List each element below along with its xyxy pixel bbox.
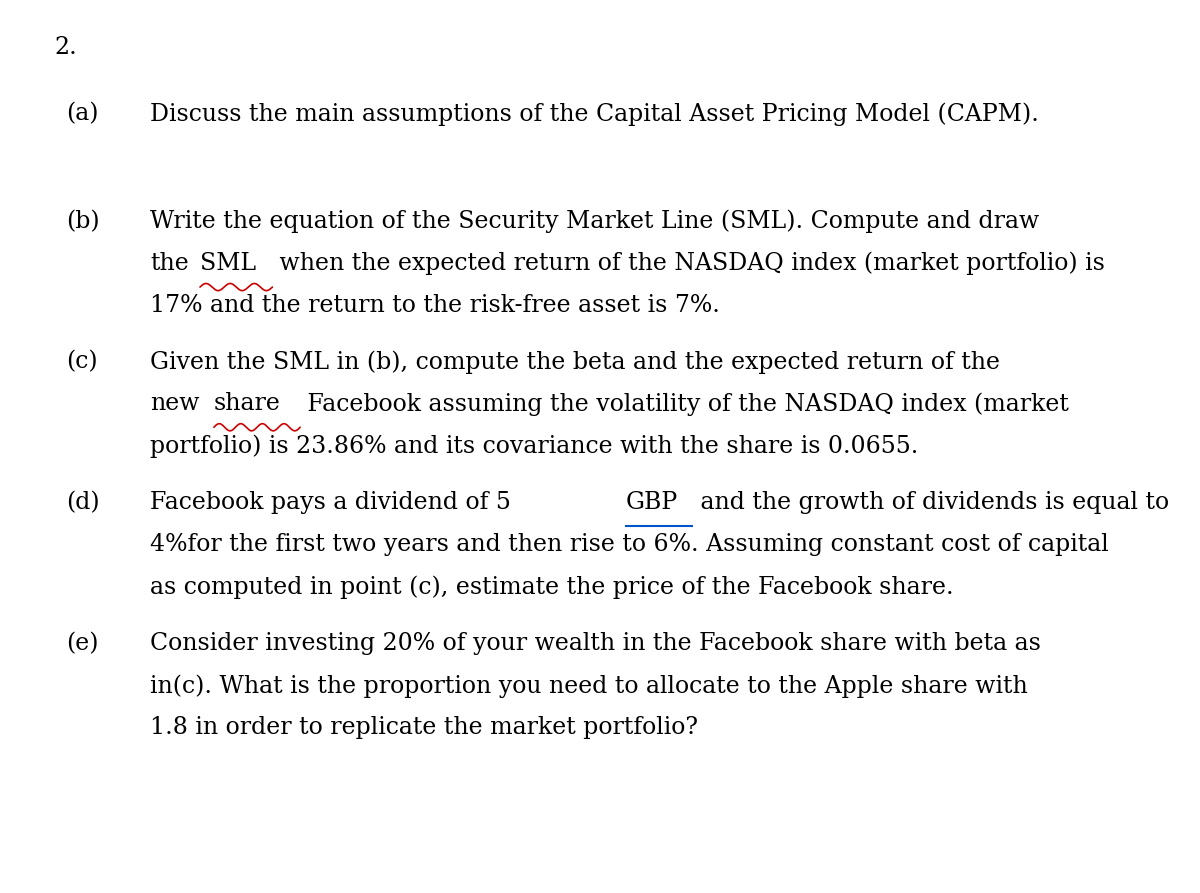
Text: the: the — [150, 252, 188, 275]
Text: in(c). What is the proportion you need to allocate to the Apple share with: in(c). What is the proportion you need t… — [150, 674, 1036, 697]
Text: Facebook pays a dividend of 5: Facebook pays a dividend of 5 — [150, 491, 518, 514]
Text: 17% and the return to the risk-free asset is 7%.: 17% and the return to the risk-free asse… — [150, 294, 720, 317]
Text: GBP: GBP — [625, 491, 678, 514]
Text: and the growth of dividends is equal to: and the growth of dividends is equal to — [692, 491, 1169, 514]
Text: portfolio) is 23.86% and its covariance with the share is 0.0655.: portfolio) is 23.86% and its covariance … — [150, 434, 918, 457]
Text: as computed in point (c), estimate the price of the Facebook share.: as computed in point (c), estimate the p… — [150, 575, 954, 598]
Text: Discuss the main assumptions of the Capital Asset Pricing Model (CAPM).: Discuss the main assumptions of the Capi… — [150, 103, 1039, 126]
Text: 1.8 in order to replicate the market portfolio?: 1.8 in order to replicate the market por… — [150, 716, 698, 739]
Text: Write the equation of the Security Market Line (SML). Compute and draw: Write the equation of the Security Marke… — [150, 210, 1039, 233]
Text: new: new — [150, 392, 199, 415]
Text: (e): (e) — [66, 632, 98, 655]
Text: (a): (a) — [66, 103, 98, 126]
Text: share: share — [214, 392, 281, 415]
Text: Facebook assuming the volatility of the NASDAQ index (market: Facebook assuming the volatility of the … — [300, 392, 1069, 415]
Text: (c): (c) — [66, 350, 97, 373]
Text: 2.: 2. — [54, 36, 77, 59]
Text: 4%for the first two years and then rise to 6%. Assuming constant cost of capital: 4%for the first two years and then rise … — [150, 533, 1109, 556]
Text: when the expected return of the NASDAQ index (market portfolio) is: when the expected return of the NASDAQ i… — [272, 252, 1105, 275]
Text: SML: SML — [200, 252, 256, 275]
Text: Given the SML in (b), compute the beta and the expected return of the: Given the SML in (b), compute the beta a… — [150, 350, 1000, 373]
Text: Consider investing 20% of your wealth in the Facebook share with beta as: Consider investing 20% of your wealth in… — [150, 632, 1040, 655]
Text: (d): (d) — [66, 491, 100, 514]
Text: (b): (b) — [66, 210, 100, 233]
